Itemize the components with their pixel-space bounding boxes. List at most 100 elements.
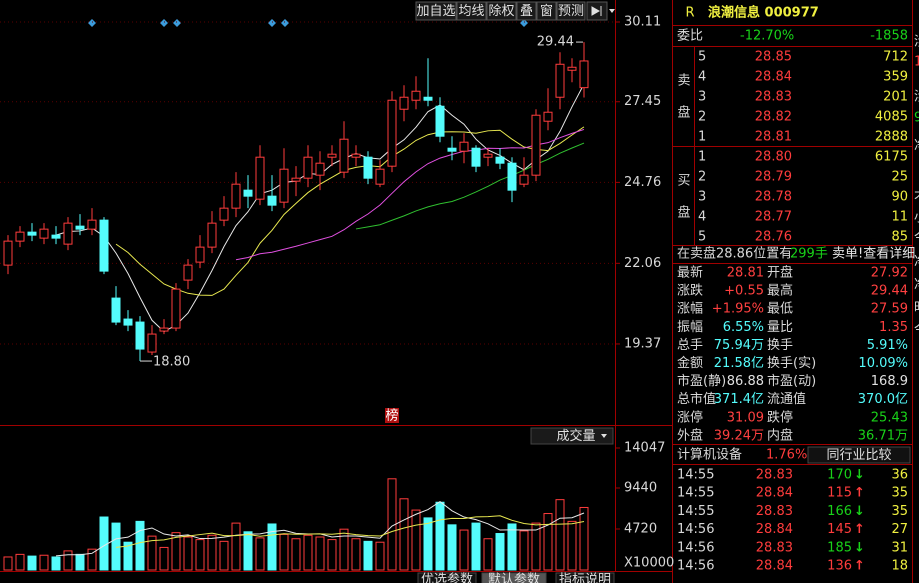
y-tick-label: 24.76 [624,175,661,190]
volume-title: 成交量 [556,428,595,444]
candle-body [159,327,169,332]
tab-label: 指标说明 [559,573,611,583]
volume-bar [339,528,349,571]
notice-link[interactable]: 卖单!查看详细 [832,246,915,262]
candle-body [183,264,193,281]
volume-bar [159,546,169,571]
toolbar-button[interactable] [456,1,487,21]
stat-value: 5.91% [867,338,908,353]
stat-value: 31.09 [727,410,764,425]
volume-bar [471,522,481,571]
ma-line [355,142,585,230]
volume-bar [39,554,49,571]
volume-bar [291,538,301,571]
tick-count: 35 [891,504,908,519]
book-level: 1 [698,130,706,145]
candle-body [495,156,505,164]
y-tick-label: 30.11 [624,14,661,29]
candle-body [327,153,337,158]
compare-label: 同行业比较 [826,448,891,463]
stat-label: 总市值 [677,391,716,407]
book-volume: 25 [891,170,908,185]
stat-label: 外盘 [677,427,703,443]
book-volume: 4085 [875,110,908,125]
volume-bar [267,523,277,571]
book-volume: 712 [883,50,908,65]
stat-label: 内盘 [767,427,793,443]
stat-label: 最新 [677,265,703,281]
candle-body [291,177,301,182]
stat-label: 市盈(静) [677,373,726,389]
stat-label: 市盈(动) [767,373,816,389]
candle-body [375,168,385,185]
candle-body [135,321,145,350]
candle-body [471,147,481,167]
toolbar-icon [609,9,615,13]
volume-bar [135,520,145,571]
candle-body [111,297,121,323]
badge[interactable] [385,408,399,423]
volume-bar [459,529,469,571]
tick-count: 36 [891,468,908,483]
volume-bar [531,522,541,571]
sector-change: 1.76% [766,448,807,463]
candle-body [231,183,241,209]
toolbar-button[interactable] [486,1,517,21]
tick-time: 14:55 [677,468,714,483]
volume-bar [375,541,385,571]
stat-label: 总手 [677,338,703,353]
volume-dropdown[interactable] [530,427,614,445]
candle-body [147,333,157,353]
book-side: 卖 [677,74,690,89]
toolbar-button[interactable] [536,1,557,21]
stat-value: 75.94万 [714,338,764,353]
book-level: 5 [698,50,706,65]
stat-label: 量比 [767,320,793,335]
tick-volume: 115 [827,486,852,501]
volume-bar [423,517,433,571]
candle-body [75,225,85,230]
tick-price: 28.84 [756,522,793,537]
volume-bar [243,531,253,571]
tick-price: 28.83 [756,540,793,555]
volume-bar [207,534,217,571]
tick-price: 28.84 [756,486,793,501]
toolbar-icon [591,6,602,16]
edge-text: 净 [914,255,919,270]
tab[interactable] [555,572,615,583]
stat-value: 25.43 [871,410,908,425]
candle-body [255,156,265,200]
tab[interactable] [481,572,547,583]
book-price: 28.83 [755,90,792,105]
candle-body [27,231,37,236]
stat-value: 39.24万 [714,428,764,443]
toolbar-label: 除权 [488,3,514,19]
volume-bar [327,539,337,571]
edge-text: 时 [914,301,919,316]
book-side: 盘 [677,205,690,221]
edge-text: 涉 [914,90,919,105]
toolbar-button[interactable] [415,1,457,21]
book-volume: 90 [891,190,908,205]
compare-button[interactable] [807,446,911,464]
tick-volume: 166 [827,504,852,519]
tab[interactable] [417,572,477,583]
tick-arrow: ↓ [854,468,865,483]
y-tick-label: 27.45 [624,94,661,109]
book-price: 28.76 [755,230,792,245]
edge-text: 9 [914,111,919,126]
toolbar-button[interactable] [516,1,537,21]
tick-arrow: ↓ [854,504,865,519]
tick-count: 18 [891,559,908,574]
stat-label: 最高 [767,283,793,299]
toolbar-button[interactable] [556,1,586,21]
stat-value: 28.81 [727,266,764,281]
weibi-ratio: -12.70% [740,29,794,44]
candle-body [171,288,181,329]
stat-label: 涨跌 [677,283,703,299]
volume-bar [75,553,85,571]
candle-body [339,138,349,173]
candle-body [567,66,577,71]
candle-body [483,153,493,158]
stat-value: 86.88 [727,374,764,389]
